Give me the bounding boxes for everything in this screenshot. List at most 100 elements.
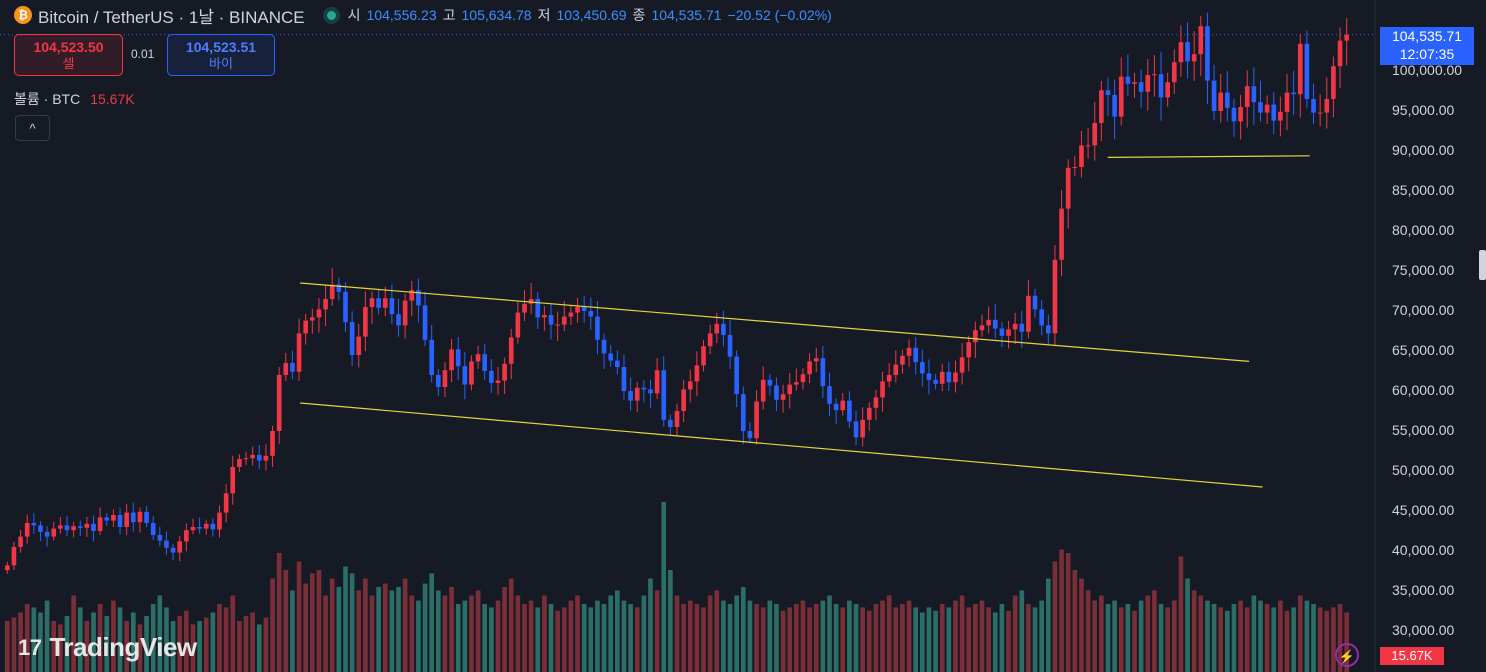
volume-bar <box>966 607 972 672</box>
volume-bar <box>1019 590 1025 672</box>
candle-body <box>515 312 521 338</box>
high-value: 105,634.78 <box>461 7 532 23</box>
candle-body <box>953 372 958 383</box>
volume-bar <box>290 590 295 672</box>
volume-bar <box>1085 590 1091 672</box>
candle-body <box>1311 99 1316 113</box>
scrollbar-handle[interactable] <box>1479 250 1486 280</box>
candle-body <box>237 459 242 467</box>
volume-bar <box>1284 610 1290 672</box>
volume-bar <box>1112 600 1117 672</box>
candle-body <box>1085 145 1091 147</box>
close-label: 종 <box>632 7 646 23</box>
volume-bar <box>581 604 587 672</box>
candle-body <box>1145 75 1151 92</box>
volume-bar <box>1264 604 1270 672</box>
tradingview-logo[interactable]: 17 TradingView <box>18 632 197 663</box>
volume-bar <box>58 624 63 672</box>
symbol-header[interactable]: ₿ Bitcoin / TetherUS · 1날 · BINANCE 시 104… <box>14 4 838 27</box>
volume-bar <box>979 600 985 672</box>
volume-bar <box>648 578 653 672</box>
candle-body <box>336 284 342 292</box>
candle-body <box>528 299 534 304</box>
volume-bar <box>11 617 17 672</box>
candle-body <box>117 515 123 527</box>
volume-bar <box>701 607 706 672</box>
candle-body <box>1045 325 1051 334</box>
candle-body <box>800 374 806 383</box>
collapse-legend-button[interactable]: ^ <box>15 115 50 141</box>
volume-bar <box>1012 595 1018 672</box>
volume-bar <box>1145 595 1151 672</box>
volume-bar <box>1171 600 1177 672</box>
volume-bar <box>542 595 547 672</box>
candle-body <box>256 455 262 461</box>
candle-body <box>217 512 222 530</box>
low-value: 103,450.69 <box>556 7 627 23</box>
volume-bar <box>150 604 156 672</box>
open-label: 시 <box>347 7 361 23</box>
candle-body <box>124 512 129 527</box>
candle-body <box>396 314 401 326</box>
volume-bar <box>1191 590 1197 672</box>
symbol-title[interactable]: Bitcoin / TetherUS · 1날 · BINANCE <box>38 7 305 27</box>
candle-body <box>482 354 488 371</box>
buy-button[interactable]: 104,523.51 바이 <box>167 34 275 76</box>
candle-body <box>913 347 919 363</box>
chevron-up-icon: ^ <box>29 120 36 136</box>
price-axis-label: 85,000.00 <box>1392 182 1455 198</box>
volume-bar <box>303 583 309 672</box>
candle-body <box>1118 76 1124 117</box>
volume-bar <box>31 607 37 672</box>
volume-bar <box>1178 556 1184 672</box>
volume-bar <box>495 600 501 672</box>
candle-body <box>694 365 700 382</box>
sell-button[interactable]: 104,523.50 셀 <box>14 34 123 76</box>
candle-body <box>1244 86 1250 107</box>
price-axis-label: 40,000.00 <box>1392 542 1455 558</box>
volume-bar <box>184 610 189 672</box>
trendline-support <box>1107 155 1310 158</box>
candle-body <box>144 511 149 523</box>
volume-bar <box>568 600 574 672</box>
candle-body <box>933 379 938 384</box>
volume-bar <box>1291 607 1296 672</box>
candle-body <box>1171 62 1177 83</box>
volume-bar <box>469 595 474 672</box>
volume-bar <box>389 590 395 672</box>
candle-body <box>608 353 614 361</box>
volume-bar <box>674 595 680 672</box>
candle-body <box>548 315 554 325</box>
candle-body <box>1218 92 1224 111</box>
volume-bar <box>853 604 859 672</box>
candle-body <box>966 342 972 358</box>
candle-body <box>946 371 952 383</box>
volume-legend[interactable]: 볼륨 · BTC 15.67K <box>14 89 135 109</box>
volume-bar <box>767 600 773 672</box>
candle-body <box>615 360 620 367</box>
volume-bar <box>628 604 633 672</box>
volume-bar <box>740 587 746 672</box>
candle-body <box>4 565 10 571</box>
candle-body <box>24 523 30 537</box>
volume-bar <box>1118 607 1124 672</box>
candle-body <box>542 315 547 318</box>
volume-bar <box>1105 604 1111 672</box>
candle-body <box>323 299 328 310</box>
lightning-icon[interactable]: ⚡ <box>1335 643 1359 667</box>
candle-body <box>1152 74 1157 76</box>
candle-body <box>363 307 368 337</box>
volume-bar <box>661 502 667 672</box>
candle-body <box>979 325 985 331</box>
volume-bar <box>1324 610 1330 672</box>
candle-body <box>1072 167 1078 168</box>
candle-body <box>1297 43 1303 95</box>
candle-body <box>880 381 885 398</box>
candle-body <box>1138 82 1144 92</box>
candle-body <box>283 363 289 375</box>
low-label: 저 <box>537 7 551 23</box>
candle-body <box>369 298 375 307</box>
volume-bar <box>24 604 30 672</box>
volume-bar <box>615 590 620 672</box>
